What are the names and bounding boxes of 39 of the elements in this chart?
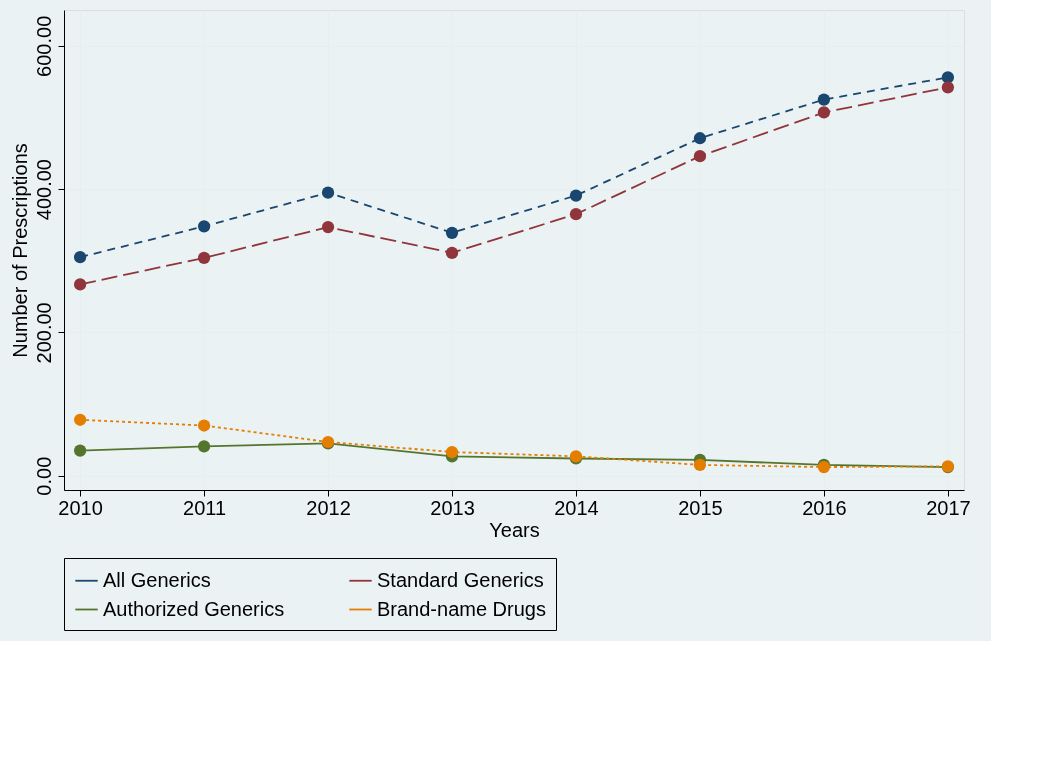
y-tick-label: 0.00 [32, 456, 55, 496]
x-tick-label: 2015 [678, 496, 723, 519]
point [693, 150, 707, 163]
legend-label: All Generics [103, 568, 211, 591]
x-axis-title: Years [489, 518, 540, 541]
point [197, 419, 211, 432]
x-tick-label: 2014 [554, 496, 599, 519]
point [569, 208, 583, 221]
legend-label: Brand-name Drugs [377, 597, 546, 620]
point [693, 132, 707, 145]
y-tick-label: 200.00 [32, 302, 55, 364]
point [569, 189, 583, 202]
x-tick-label: 2017 [926, 496, 971, 519]
point [73, 278, 87, 291]
point [693, 458, 707, 472]
legend-label: Authorized Generics [103, 597, 285, 620]
point [445, 445, 459, 459]
point [445, 226, 459, 239]
point [445, 246, 459, 259]
point [73, 251, 87, 264]
y-axis-title: Number of Prescriptions [8, 143, 31, 358]
point [73, 413, 87, 426]
y-tick-label: 600.00 [32, 15, 55, 77]
point [321, 220, 335, 234]
point [817, 93, 831, 106]
x-tick-label: 2011 [183, 496, 227, 519]
legend-label: Standard Generics [377, 568, 544, 591]
y-tick-label: 400.00 [32, 159, 55, 221]
x-tick-label: 2013 [430, 496, 475, 519]
point [197, 251, 211, 264]
point [197, 440, 211, 453]
point [941, 81, 955, 94]
x-tick-label: 2016 [802, 496, 847, 519]
point [817, 106, 831, 119]
x-tick-label: 2010 [58, 496, 103, 519]
point [197, 220, 211, 233]
point [321, 186, 335, 199]
point [73, 444, 87, 457]
x-tick-label: 2012 [306, 496, 351, 519]
